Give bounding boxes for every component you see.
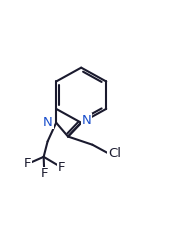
Text: N: N: [82, 114, 92, 127]
Text: F: F: [58, 161, 65, 174]
Text: F: F: [41, 168, 48, 180]
Text: N: N: [43, 116, 53, 128]
Text: Cl: Cl: [108, 147, 121, 160]
Text: F: F: [24, 157, 32, 170]
